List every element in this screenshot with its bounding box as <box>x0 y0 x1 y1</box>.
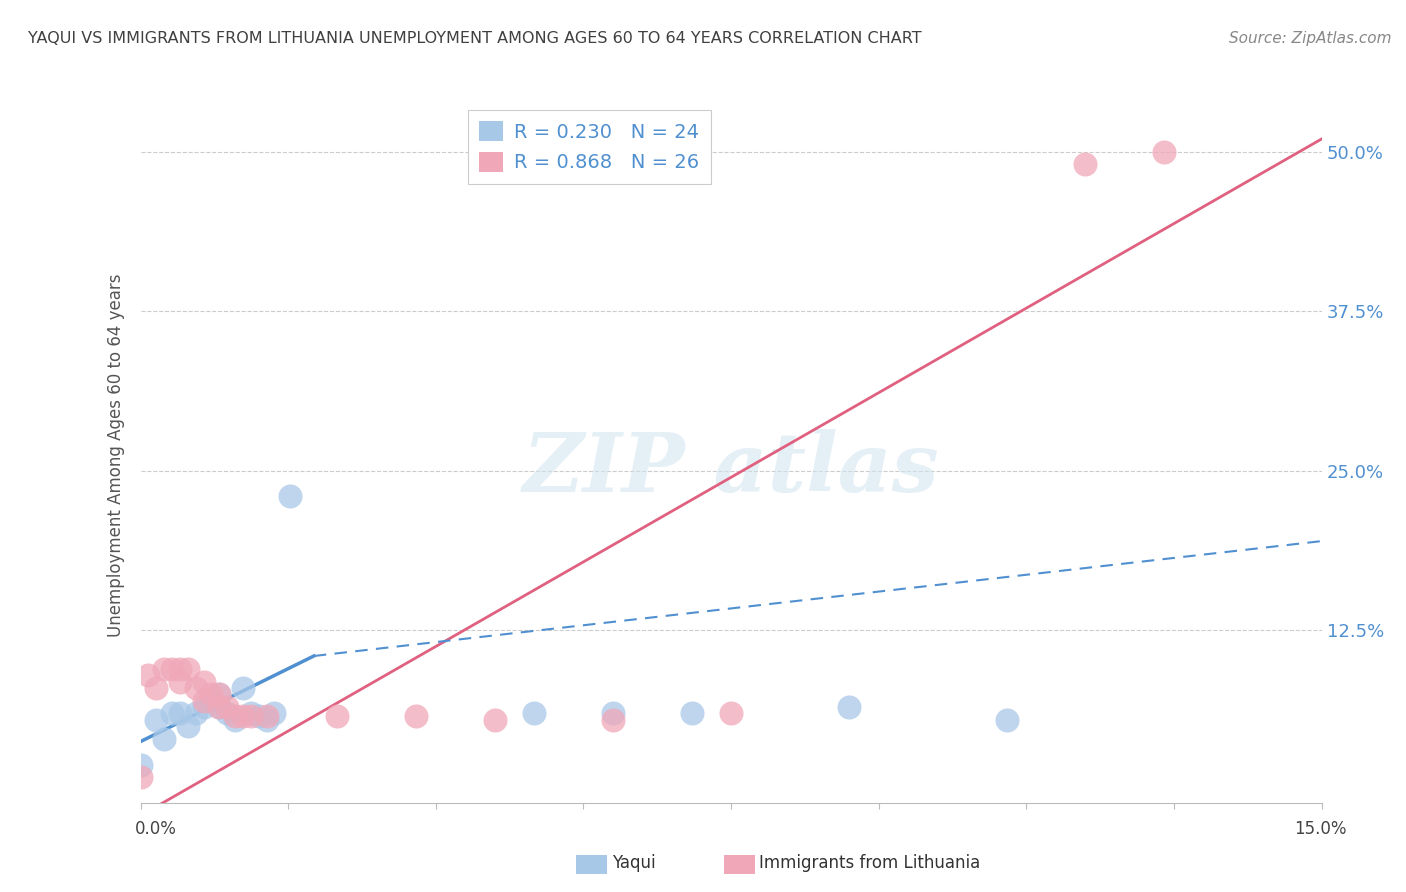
Point <box>145 681 167 695</box>
Text: ZIP atlas: ZIP atlas <box>523 429 939 508</box>
Point <box>184 706 207 721</box>
Point <box>995 713 1018 727</box>
Point <box>208 700 231 714</box>
Point <box>232 681 254 695</box>
Text: 0.0%: 0.0% <box>135 820 177 838</box>
Point <box>169 706 191 721</box>
Text: Yaqui: Yaqui <box>612 855 655 872</box>
Point <box>602 706 624 721</box>
Point <box>145 713 167 727</box>
Point <box>263 706 285 721</box>
Point <box>217 706 239 721</box>
Point <box>484 713 506 727</box>
Point <box>239 706 262 721</box>
Point <box>193 694 215 708</box>
Point <box>1074 157 1097 171</box>
Point <box>153 662 176 676</box>
Point <box>200 694 222 708</box>
Point <box>232 709 254 723</box>
Point <box>177 719 200 733</box>
Point <box>169 662 191 676</box>
Point <box>278 490 301 504</box>
Point <box>208 687 231 701</box>
Point <box>129 770 152 784</box>
Point <box>193 700 215 714</box>
Point <box>200 687 222 701</box>
Point <box>247 709 270 723</box>
Point <box>138 668 160 682</box>
Point <box>1153 145 1175 159</box>
Point <box>256 709 278 723</box>
Point <box>681 706 703 721</box>
Text: 15.0%: 15.0% <box>1295 820 1347 838</box>
Y-axis label: Unemployment Among Ages 60 to 64 years: Unemployment Among Ages 60 to 64 years <box>107 273 125 637</box>
Point <box>405 709 427 723</box>
Point <box>326 709 349 723</box>
Point <box>720 706 742 721</box>
Point <box>838 700 860 714</box>
Text: Source: ZipAtlas.com: Source: ZipAtlas.com <box>1229 31 1392 46</box>
Point <box>184 681 207 695</box>
Point <box>193 674 215 689</box>
Point <box>129 757 152 772</box>
Text: Immigrants from Lithuania: Immigrants from Lithuania <box>759 855 980 872</box>
Point <box>239 709 262 723</box>
Point <box>523 706 546 721</box>
Point <box>160 662 183 676</box>
Point <box>208 700 231 714</box>
Point <box>217 700 239 714</box>
Point <box>160 706 183 721</box>
Point <box>169 674 191 689</box>
Point <box>224 713 246 727</box>
Point <box>256 713 278 727</box>
Text: YAQUI VS IMMIGRANTS FROM LITHUANIA UNEMPLOYMENT AMONG AGES 60 TO 64 YEARS CORREL: YAQUI VS IMMIGRANTS FROM LITHUANIA UNEMP… <box>28 31 922 46</box>
Point <box>602 713 624 727</box>
Point <box>177 662 200 676</box>
Legend: R = 0.230   N = 24, R = 0.868   N = 26: R = 0.230 N = 24, R = 0.868 N = 26 <box>468 110 711 184</box>
Point <box>208 687 231 701</box>
Point <box>224 709 246 723</box>
Point <box>153 731 176 746</box>
